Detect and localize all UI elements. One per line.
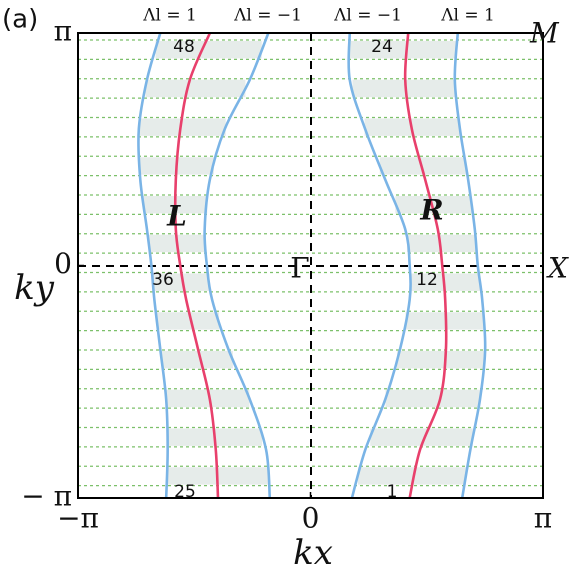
grey-band (395, 196, 472, 214)
curve (403, 33, 448, 499)
m-point: M (529, 17, 560, 50)
curve-label-r: R (419, 194, 443, 227)
curve-name: Λl = 1 (142, 6, 197, 26)
curve (347, 33, 412, 499)
curve-name: Λl = −1 (333, 6, 402, 26)
curves (137, 32, 487, 499)
x-tick-label: π (534, 502, 552, 535)
bands (139, 41, 485, 485)
row-number: 1 (387, 482, 398, 502)
grey-band (349, 41, 457, 59)
grey-band (161, 351, 233, 369)
grey-band (152, 273, 210, 291)
grey-band (358, 467, 466, 485)
row-number: 48 (173, 37, 195, 57)
row-number: 12 (416, 270, 438, 290)
y-tick-label: − π (21, 480, 72, 513)
gamma-point: Γ (290, 252, 309, 285)
y-axis-label: ky (14, 268, 55, 308)
grey-band (155, 41, 262, 59)
row-number: 25 (174, 482, 196, 502)
curve (453, 33, 487, 499)
curve (137, 32, 169, 498)
grey-band (396, 351, 485, 369)
x-axis-label: kx (293, 533, 333, 573)
grey-band (406, 234, 476, 253)
panel-label: (a) (2, 5, 38, 35)
curve (173, 32, 220, 498)
grey-band (370, 428, 473, 446)
x-tick-label: −π (57, 502, 99, 535)
curve-name: Λl = −1 (233, 6, 302, 26)
y-tick-label: π (54, 15, 72, 48)
curve-label-l: L (166, 200, 187, 233)
grey-band (139, 118, 226, 136)
grey-band (156, 312, 220, 330)
grey-band (166, 389, 250, 408)
curve-name: Λl = 1 (440, 6, 495, 26)
grey-band (352, 79, 456, 98)
grey-band (379, 157, 466, 175)
y-tick-label: 0 (54, 247, 72, 280)
grey-band (145, 79, 246, 98)
ticks: −π 0 π − π 0 π (21, 15, 552, 535)
grey-band (385, 389, 481, 408)
curve (203, 32, 272, 498)
grey-band (405, 312, 484, 330)
x-point: X (546, 252, 569, 285)
x-tick-label: 0 (302, 502, 320, 535)
row-number: 24 (371, 37, 393, 57)
row-number: 36 (152, 270, 174, 290)
